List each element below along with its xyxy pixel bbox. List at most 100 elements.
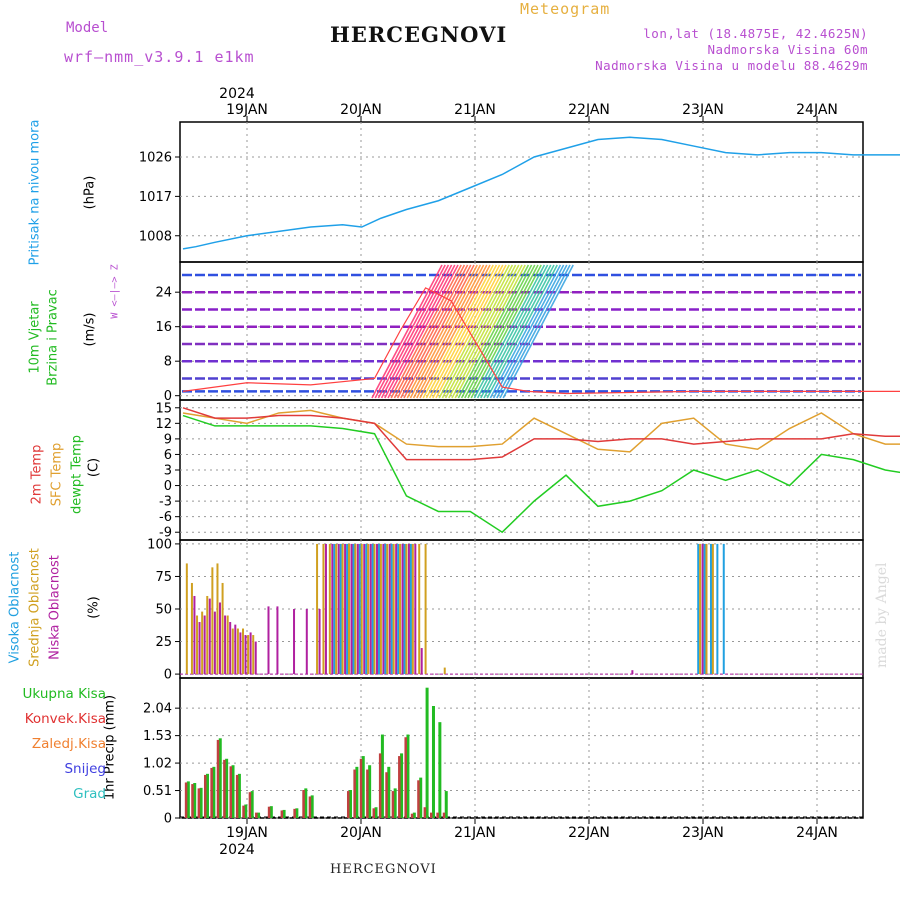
footer-station: HERCEGNOVI [330,862,437,877]
precip-conv-bar [280,810,284,818]
precip-total-bar [406,734,410,818]
temp-dew-label: dewpt Temp [69,435,85,515]
precip-conv-bar [302,790,305,818]
dewpoint-line [182,414,900,534]
precip-conv-bar [293,808,296,818]
cloud-high-bar [346,543,349,675]
precip-total-bar [225,758,229,818]
cloud-mid-bar [424,543,427,675]
wind-label-1: 10m Vjetar [27,301,43,374]
wind-storm-hatch [406,264,478,399]
bottom-day-label: 23JAN [682,825,724,841]
wind-compass: W <—|—> Z [109,264,121,319]
precip-conv-bar [191,784,194,818]
temp-y-tick-label: 12 [155,417,172,432]
cloud-low-bar [318,609,321,675]
bottom-day-label: 19JAN [226,825,268,841]
cloud-low-bar [414,543,417,675]
wind-storm-hatch [425,264,498,399]
wind-storm-hatch [380,264,453,399]
temp-y-tick-label: 0 [164,479,172,494]
year-label-top: 2024 [219,86,255,102]
precip-y-tick-label: 0 [164,812,172,827]
wind-storm-hatch [460,264,533,399]
wind-storm-hatch [448,264,520,399]
cloud-low-bar [224,615,227,675]
cloud-y-tick-label: 100 [147,537,172,552]
cloud-mid-bar [386,543,389,675]
precip-y-tick-label: 1.02 [143,757,172,772]
cloud-mid-bar [206,595,209,675]
temp-y-tick-label: 3 [164,464,172,479]
cloud-mid-bar [226,615,229,675]
precip-conv-bar [267,806,271,818]
precip-total-bar [310,795,314,818]
cloud-low-bar [369,543,372,675]
cloud-low-bar [276,606,279,675]
wind-storm-hatch [428,264,501,399]
top-day-label: 20JAN [340,102,382,118]
cloud-low-bar [324,543,327,675]
cloud-high-bar [390,543,393,675]
precip-conv-bar [378,753,382,818]
wind-storm-hatch [444,264,517,399]
wind-storm-hatch [464,264,536,399]
cloud-low-bar [305,609,308,675]
precip-conv-bar [436,812,439,818]
cloud-mid-bar [322,543,325,675]
precip-total-bar [438,722,442,818]
cloud-low-bar [395,543,398,675]
wind-storm-hatch [473,264,546,399]
precip-total-bar [244,804,248,818]
cloud-y-tick-label: 50 [155,603,172,618]
precip-total-bar [237,773,241,818]
precip-total-bar [231,765,235,818]
precip-conv-bar [391,791,395,818]
legend-freezing: Zaledj.Kisa [31,736,106,752]
precip-total-bar [355,766,359,818]
cloud-mid-bar [405,543,408,675]
cloud-low-bar [203,615,206,675]
wind-storm-hatch [374,264,446,399]
cloud-mid-bar [354,543,357,675]
cloud-low-bar [254,641,257,675]
cloud-high-bar [384,543,387,675]
temp-y-tick-label: -6 [159,510,172,525]
cloud-mid-bar [373,543,376,675]
pressure-y-tick-label: 1008 [139,229,172,244]
cloud-low-bar [356,543,359,675]
wind-storm-hatch [454,264,526,399]
pressure-label: Pritisak na nivou mora [27,119,43,266]
cloud-mid-bar [360,543,363,675]
cloud-mid-bar [196,615,199,675]
lonlat-text: lon,lat (18.4875E, 42.4625N) [643,26,868,41]
cloud-high-label: Visoka Oblacnost [7,551,23,664]
precip-conv-bar [346,791,350,818]
precip-conv-bar [235,774,239,818]
wind-storm-hatch [384,264,456,399]
cloud-mid-bar [711,543,714,675]
wind-storm-hatch [499,264,571,399]
bottom-day-label: 24JAN [796,825,838,841]
wind-storm-hatch [377,264,450,399]
precip-conv-bar [385,772,388,818]
temp-sfc-label: SFC Temp [49,442,65,507]
wind-storm-hatch [451,264,523,399]
precip-total-bar [412,812,416,818]
cloud-low-bar [267,606,270,675]
precip-conv-bar [366,769,369,818]
pressure-unit: (hPa) [82,175,98,210]
precip-total-bar [419,777,423,818]
cloud-mid-bar [367,543,370,675]
top-day-label: 23JAN [682,102,724,118]
cloud-high-bar [365,543,368,675]
cloud-low-bar [239,632,242,675]
cloud-mid-bar [699,543,702,675]
cloud-mid-bar [201,611,204,675]
precip-conv-bar [216,739,220,818]
cloud-low-label: Niska Oblacnost [47,555,63,660]
precip-total-bar [193,783,197,818]
cloud-high-bar [333,543,336,675]
precip-total-bar [186,781,190,818]
elevation-text: Nadmorska Visina 60m [707,42,868,57]
